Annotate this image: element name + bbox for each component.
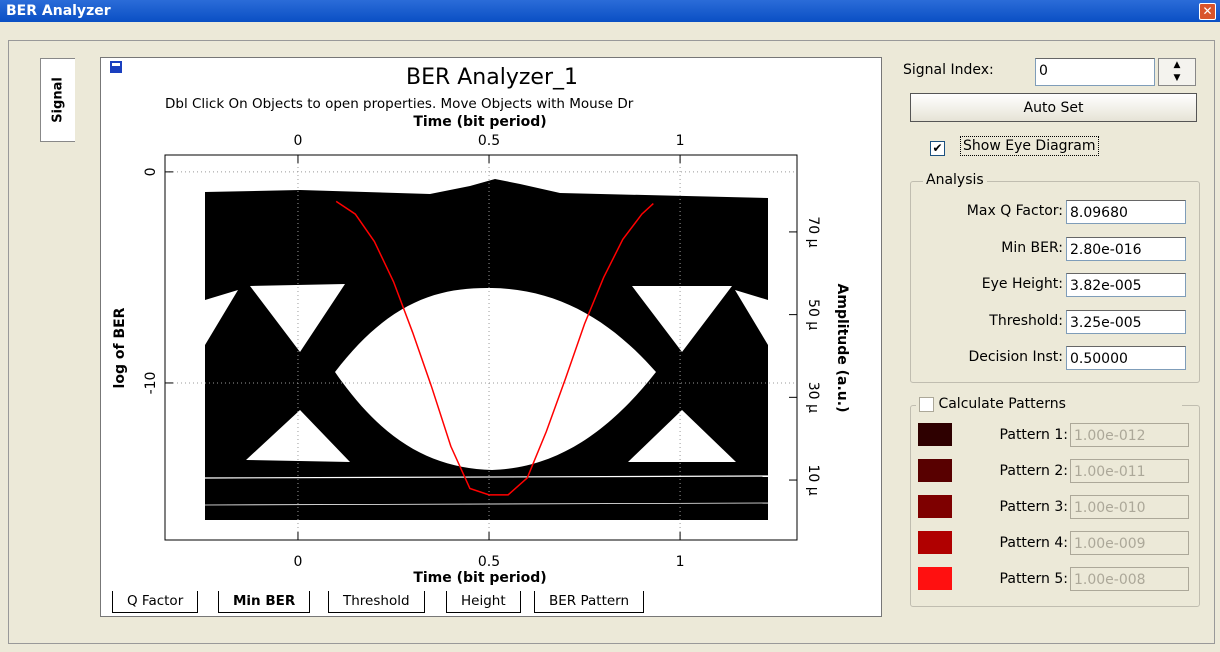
eye-trace [359, 275, 601, 301]
patterns-legend: Calculate Patterns [916, 396, 1182, 412]
y2-axis-label: Amplitude (a.u.) [834, 284, 850, 413]
pattern-swatch [918, 495, 952, 518]
content-frame [8, 40, 1215, 644]
analysis-value: 3.25e-005 [1066, 309, 1186, 334]
pattern-value: 1.00e-012 [1070, 423, 1189, 447]
analysis-label: Decision Inst: [968, 349, 1063, 365]
window-title: BER Analyzer [6, 3, 111, 19]
y-tick-label: 0 [143, 167, 159, 176]
show-eye-checkbox[interactable]: ✔ [930, 141, 945, 156]
signal-index-input[interactable]: 0 [1035, 58, 1155, 86]
analysis-value: 8.09680 [1066, 200, 1186, 224]
pattern-label: Pattern 5: [999, 571, 1068, 587]
x-tick-label: 0.5 [478, 554, 500, 570]
tab[interactable]: Q Factor [112, 591, 199, 613]
ber-curve [335, 200, 654, 496]
chart-title: BER Analyzer_1 [406, 65, 578, 90]
y2-tick-label: 30 µ [805, 382, 821, 413]
pattern-label: Pattern 4: [999, 535, 1068, 551]
analysis-title: Analysis [923, 172, 987, 188]
signal-index-label: Signal Index: [903, 62, 994, 78]
analysis-label: Max Q Factor: [966, 203, 1063, 219]
x-tick-label: 0 [294, 554, 303, 570]
x2-axis-label: Time (bit period) [413, 114, 546, 130]
pattern-swatch [918, 531, 952, 554]
tab[interactable]: BER Pattern [534, 591, 645, 613]
eye-diagram [204, 179, 769, 520]
show-eye-label[interactable]: Show Eye Diagram [960, 136, 1099, 156]
eye-traces [205, 179, 768, 520]
pattern-value: 1.00e-010 [1070, 495, 1189, 519]
x2-tick-label: 0 [294, 133, 303, 149]
y2-tick-label: 10 µ [805, 464, 821, 495]
y2-tick-label: 50 µ [805, 299, 821, 330]
pattern-label: Pattern 1: [999, 427, 1068, 443]
pane-icon [110, 61, 122, 73]
pattern-value: 1.00e-009 [1070, 531, 1189, 555]
pattern-value: 1.00e-011 [1070, 459, 1189, 483]
auto-set-button[interactable]: Auto Set [910, 93, 1197, 122]
analysis-label: Threshold: [989, 312, 1063, 329]
spin-button[interactable]: ▲ ▼ [1158, 58, 1196, 86]
tab[interactable]: Min BER [218, 591, 311, 613]
x-axis-label: Time (bit period) [413, 570, 546, 586]
x2-tick-label: 0.5 [478, 133, 500, 149]
analysis-label: Eye Height: [981, 276, 1063, 292]
patterns-checkbox[interactable] [919, 396, 934, 412]
chart-subtitle: Dbl Click On Objects to open properties.… [165, 96, 634, 112]
pattern-swatch [918, 423, 952, 446]
tab[interactable]: Threshold [328, 591, 425, 613]
x2-tick-label: 1 [676, 133, 685, 149]
eye-gap [204, 502, 769, 506]
analysis-value: 2.80e-016 [1066, 236, 1186, 261]
pattern-value: 1.00e-008 [1070, 567, 1189, 591]
tab[interactable]: Height [446, 591, 521, 613]
close-button[interactable]: ✕ [1199, 3, 1216, 20]
pattern-swatch [918, 459, 952, 482]
patterns-title: Calculate Patterns [938, 396, 1066, 412]
eye-gap [204, 475, 769, 479]
analysis-label: Min BER: [1001, 239, 1063, 256]
analysis-value: 3.82e-005 [1066, 273, 1186, 297]
side-tab[interactable]: Signal [40, 58, 75, 142]
pane-icon-detail [112, 63, 120, 66]
y-tick-label: -10 [143, 372, 159, 395]
pattern-swatch [918, 567, 952, 590]
x-tick-label: 1 [676, 554, 685, 570]
plot-frame [164, 154, 798, 541]
analysis-group [910, 181, 1200, 383]
pattern-label: Pattern 3: [999, 499, 1068, 515]
pattern-label: Pattern 2: [999, 463, 1068, 479]
analysis-value: 0.50000 [1066, 346, 1186, 370]
title-bar: BER Analyzer [0, 0, 1220, 22]
y-axis-label: log of BER [112, 307, 128, 388]
y2-tick-label: 70 µ [805, 216, 821, 247]
